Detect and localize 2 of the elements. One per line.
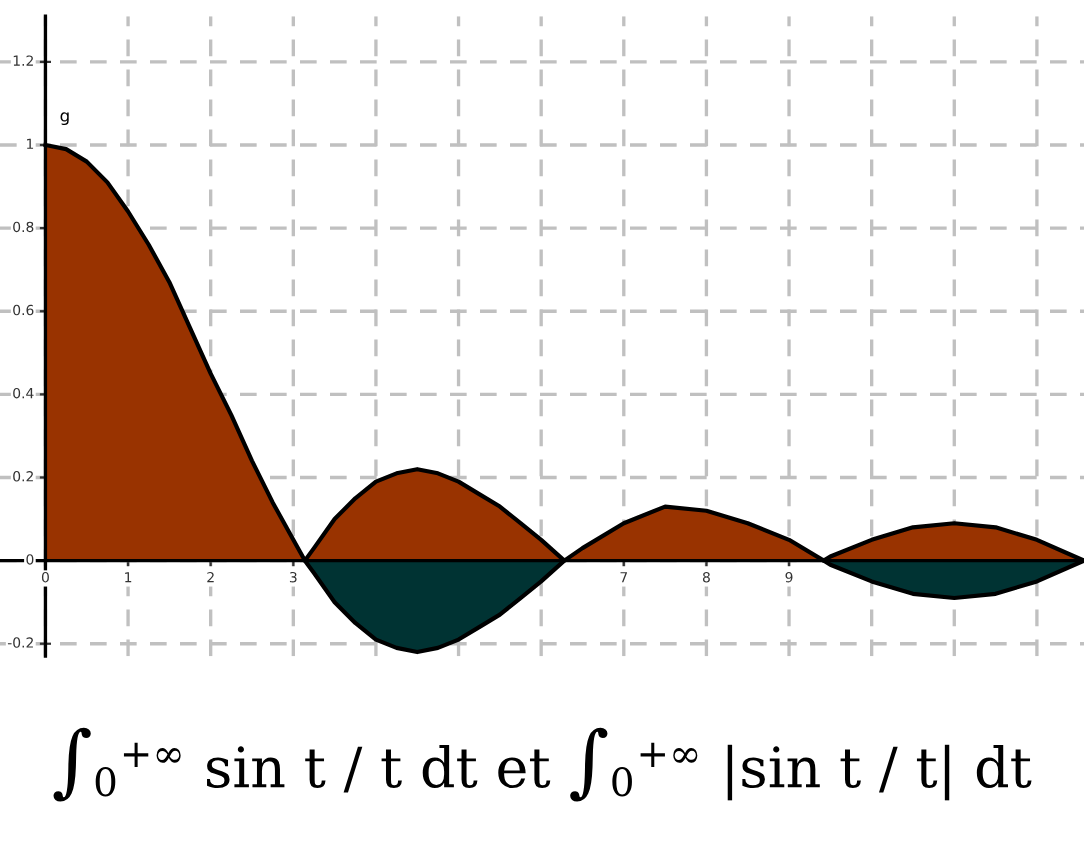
text: ∫$_{0}$$^{+∞}$ sin t / t dt et ∫$_{0}$$^{+∞}$ |sin t / t| dt: [53, 727, 1032, 802]
annotation: g: [60, 112, 69, 126]
